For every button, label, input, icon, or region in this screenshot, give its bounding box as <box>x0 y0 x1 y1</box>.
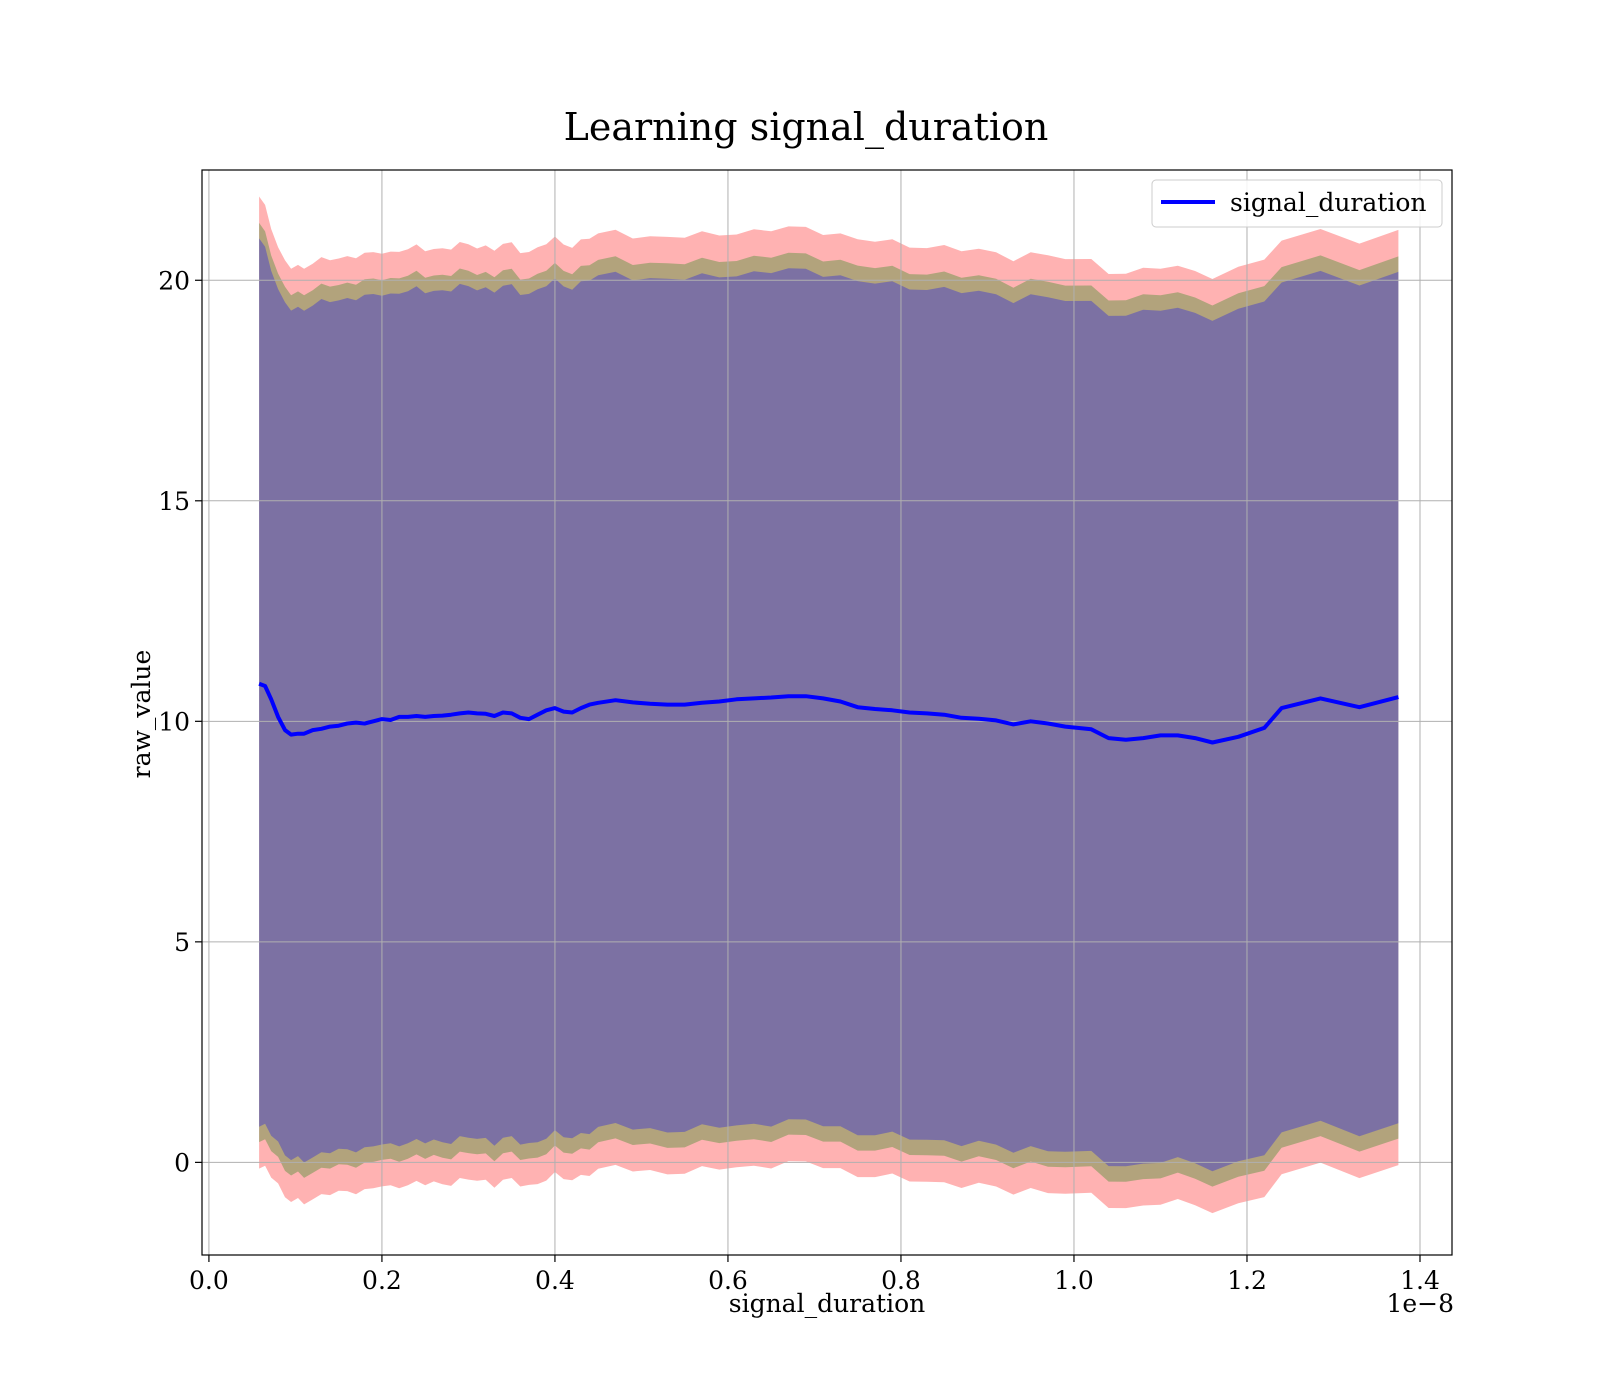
y-tick-label: 0 <box>174 1148 190 1177</box>
grid-lines <box>202 170 1452 1255</box>
x-tick-label: 0.8 <box>881 1266 921 1295</box>
x-axis-label: signal_duration <box>729 1289 925 1318</box>
y-axis-label: raw_value <box>127 650 156 779</box>
x-axis-ticks: 0.0 0.2 0.4 0.6 0.8 1.0 1.2 1.4 <box>189 1255 1440 1295</box>
x-tick-label: 0.4 <box>535 1266 575 1295</box>
y-tick-label: 5 <box>174 928 190 957</box>
chart-title: Learning signal_duration <box>564 105 1049 150</box>
x-axis-offset-label: 1e−8 <box>1386 1289 1454 1318</box>
y-tick-label: 20 <box>158 266 190 295</box>
y-axis-ticks: 0 5 10 15 20 <box>158 266 202 1177</box>
band-outer <box>259 196 1399 1214</box>
plot-frame <box>201 169 1453 1256</box>
x-tick-label: 0.6 <box>708 1266 748 1295</box>
x-tick-label: 1.2 <box>1227 1266 1267 1295</box>
band-inner <box>259 238 1399 1172</box>
legend: signal_duration <box>1151 179 1443 228</box>
x-tick-label: 1.0 <box>1054 1266 1094 1295</box>
y-tick-label: 15 <box>158 487 190 516</box>
x-tick-label: 0.2 <box>362 1266 402 1295</box>
legend-box <box>1151 179 1443 228</box>
series-line-signal-duration <box>258 681 1399 745</box>
confidence-bands <box>259 196 1399 1214</box>
legend-label-signal-duration: signal_duration <box>1230 188 1426 217</box>
x-tick-label: 0.0 <box>189 1266 229 1295</box>
series-layer <box>258 681 1399 745</box>
x-tick-label: 1.4 <box>1400 1266 1440 1295</box>
band-middle <box>259 222 1399 1187</box>
y-tick-label: 10 <box>158 707 190 736</box>
